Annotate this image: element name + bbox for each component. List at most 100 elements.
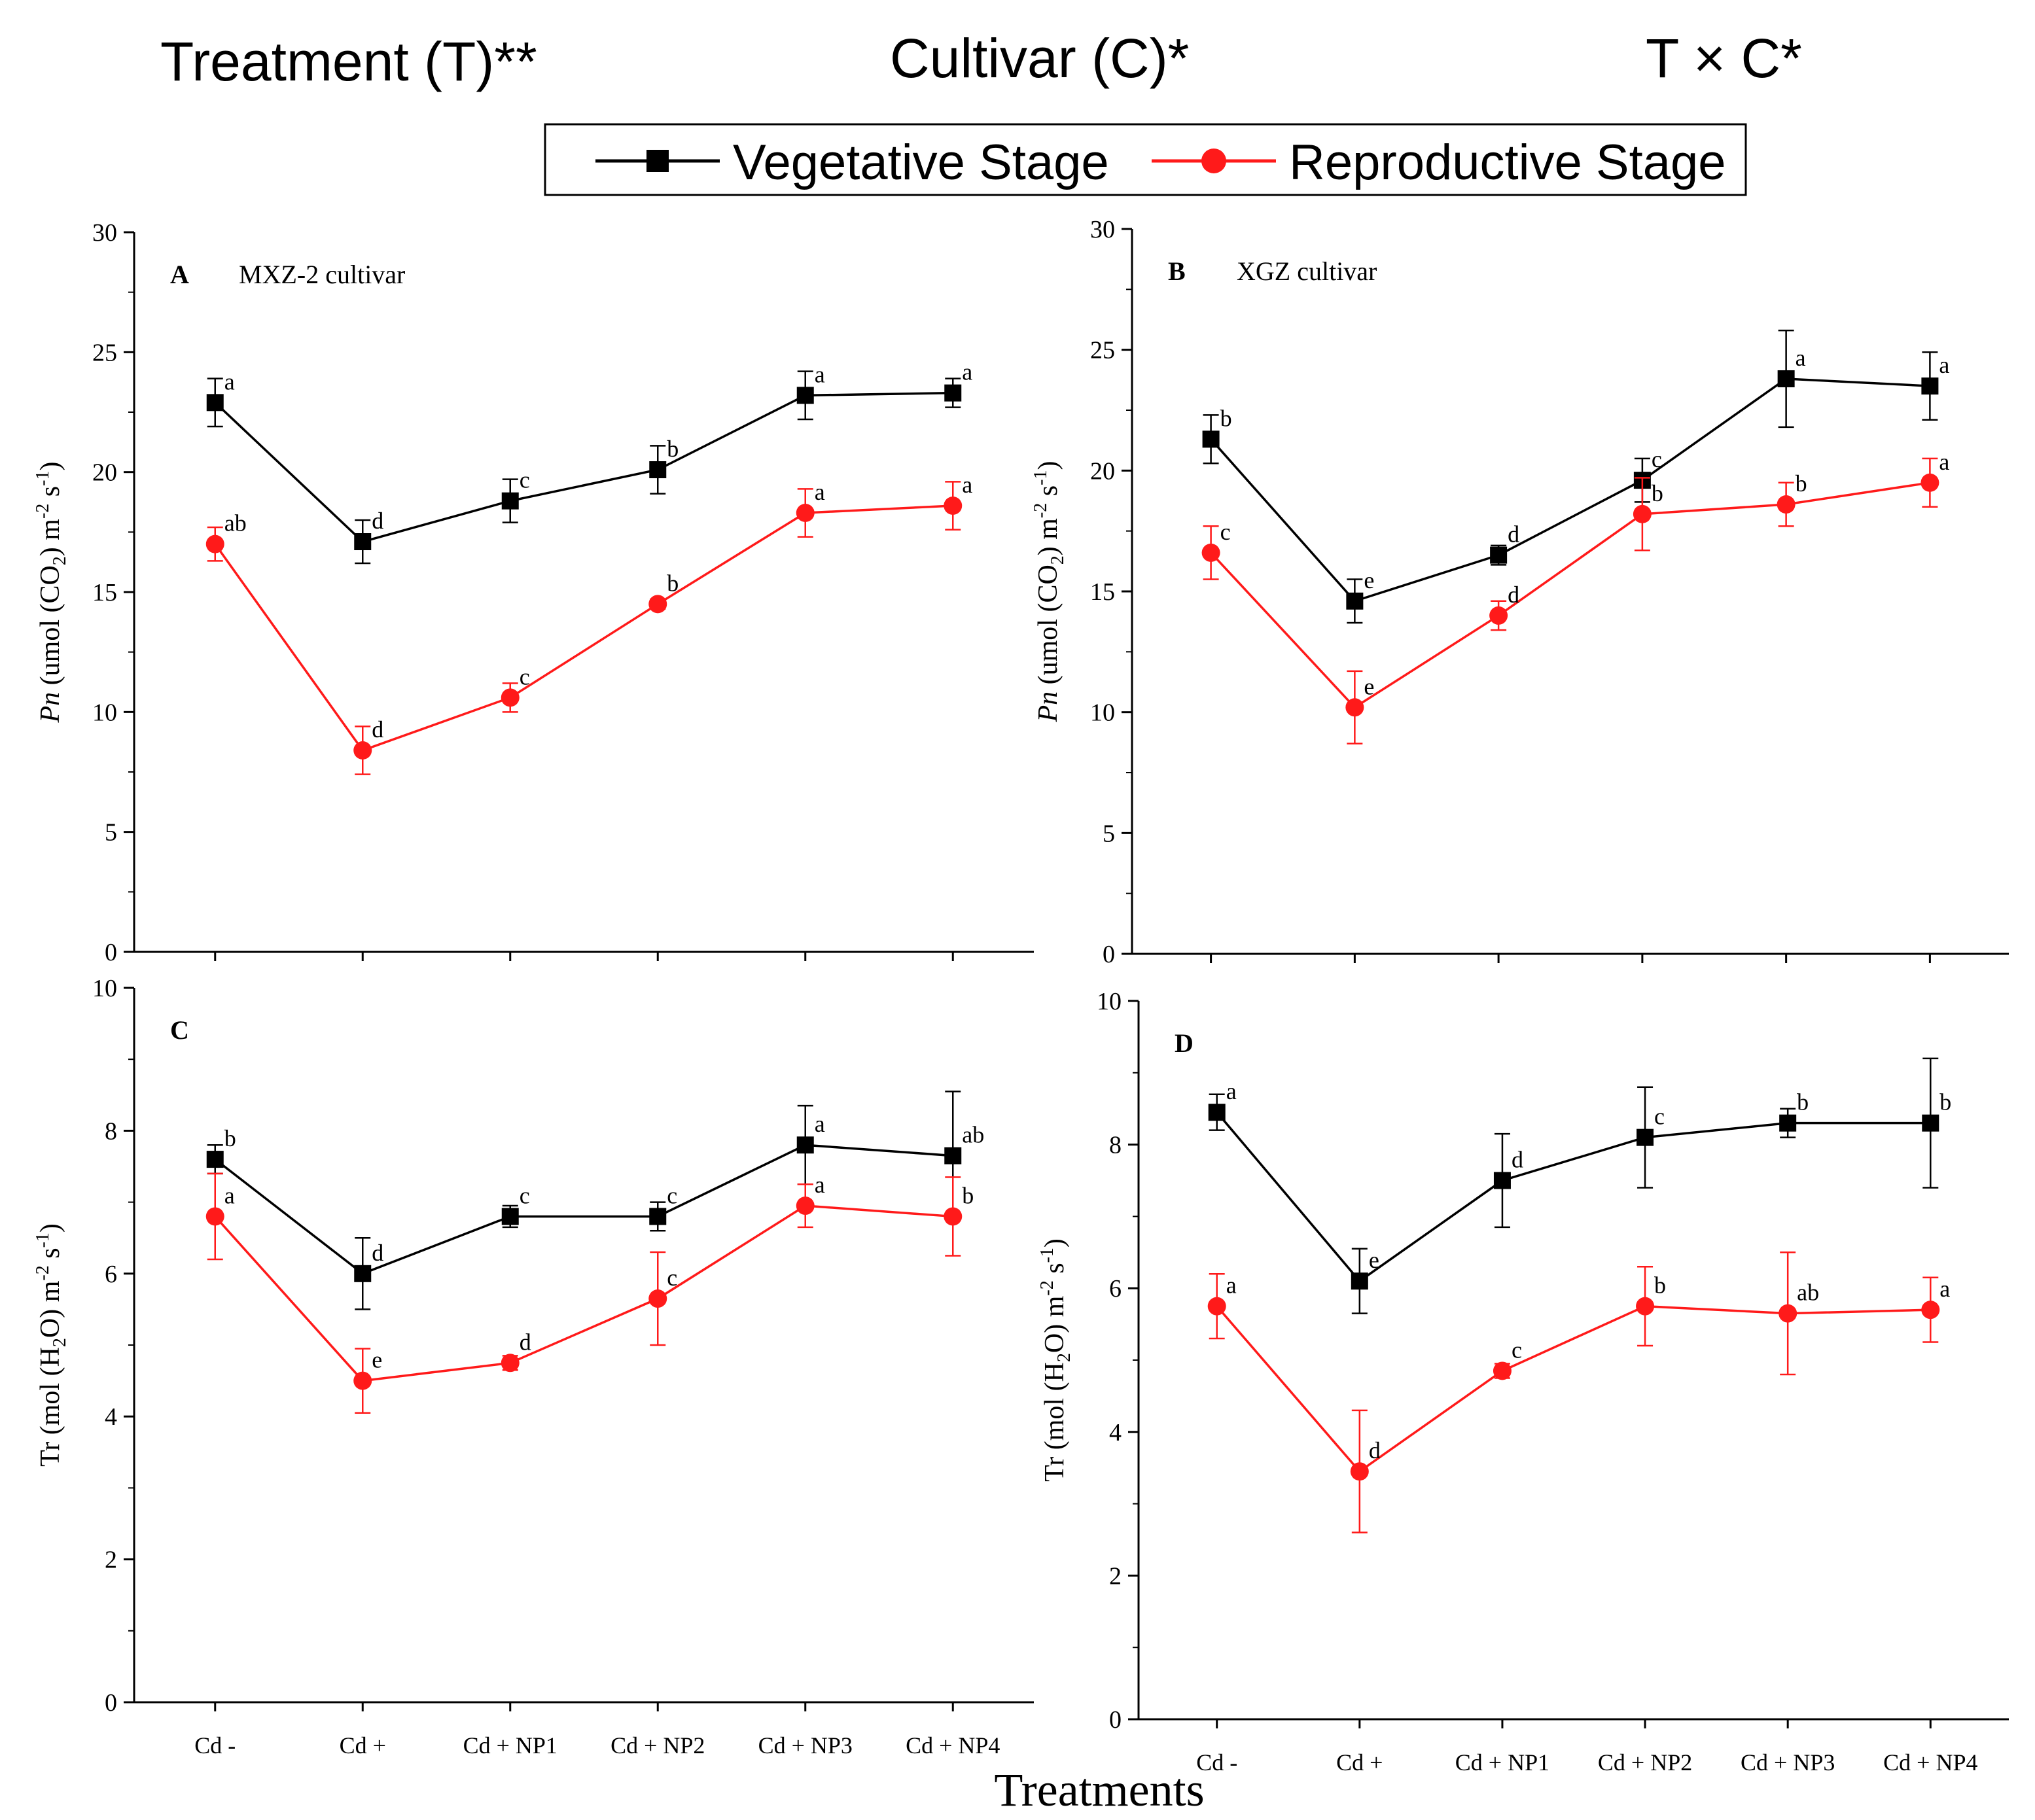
y-axis-title-text: O) m [35, 1280, 65, 1338]
significance-letter: a [224, 1182, 235, 1208]
treatment-effect-label: Treatment (T)** [160, 31, 537, 92]
panel-title: MXZ-2 cultivar [239, 260, 405, 289]
significance-letter: ab [1797, 1280, 1819, 1306]
vegetative-point [1921, 377, 1939, 395]
panel-title: XGZ cultivar [1237, 256, 1377, 286]
reproductive-point [648, 595, 667, 614]
panel-label: A [170, 260, 189, 289]
y-tick-label: 20 [1090, 457, 1115, 485]
y-axis-title-text: s [1033, 485, 1063, 503]
y-axis-title-subscript: 2 [50, 1338, 70, 1347]
reproductive-point [1777, 495, 1796, 514]
reproductive-point [1489, 606, 1508, 625]
reproductive-point [353, 1371, 372, 1390]
y-tick-label: 0 [1103, 941, 1115, 968]
reproductive-point [944, 497, 963, 515]
panel-a: 0 5 10 15 20 25 30 A MXZ-2 cultivar Pn (umol (CO2… [33, 219, 1034, 966]
vegetative-point [1637, 1129, 1654, 1146]
x-tick-label: Cd + NP2 [1598, 1749, 1692, 1776]
x-tick-label: Cd + [1336, 1749, 1383, 1776]
significance-letter: d [372, 1240, 383, 1266]
x-tick-label: Cd + NP1 [463, 1732, 557, 1759]
reproductive-point [796, 504, 815, 522]
significance-letter: a [1226, 1272, 1237, 1299]
panel-b: 0 5 10 15 20 25 30 B XGZ cultivar Pn (umol (CO2) … [1031, 216, 2009, 968]
significance-letter: d [372, 508, 383, 534]
panel-d: 0 2 4 6 8 10 Cd - Cd + Cd + NP1 Cd + NP2 Cd + NP3 C… [1037, 988, 2009, 1776]
y-tick-label: 10 [1097, 988, 1122, 1015]
reproductive-point [1345, 698, 1364, 717]
y-axis-title-superscript: -2 [33, 504, 53, 519]
y-tick-label: 6 [105, 1261, 117, 1288]
x-tick-label: Cd + [340, 1732, 386, 1759]
reproductive-point [1921, 1301, 1940, 1320]
y-tick-label: 0 [105, 1689, 117, 1717]
y-tick-label: 15 [1090, 578, 1115, 606]
legend-vegetative-label: Vegetative Stage [733, 135, 1109, 190]
y-axis-title-text: Tr (mol (H [1040, 1362, 1070, 1482]
vegetative-point [1346, 592, 1364, 610]
y-tick-label: 10 [92, 699, 117, 726]
significance-letter: d [1508, 582, 1519, 608]
y-tick-label: 20 [92, 459, 117, 487]
vegetative-point [1779, 1114, 1797, 1132]
significance-letter: ab [962, 1122, 984, 1148]
y-axis-title-superscript: -2 [1037, 1280, 1057, 1295]
reproductive-point [205, 1207, 224, 1226]
y-axis-title-text: s [1040, 1263, 1070, 1280]
vegetative-point [354, 533, 372, 550]
y-axis-title-superscript: -2 [33, 1265, 53, 1280]
significance-letter: a [1226, 1078, 1237, 1104]
significance-letter: d [1369, 1437, 1381, 1463]
y-tick-label: 8 [1109, 1132, 1122, 1159]
significance-letter: b [667, 436, 679, 462]
y-tick-label: 30 [1090, 216, 1115, 243]
vegetative-point [1202, 430, 1220, 448]
significance-letter: d [372, 716, 383, 743]
vegetative-point [1351, 1272, 1368, 1290]
significance-letter: d [520, 1329, 531, 1355]
y-axis-title-superscript: -1 [33, 471, 53, 486]
x-tick-label: Cd + NP3 [1741, 1749, 1835, 1776]
y-axis-title-subscript: 2 [50, 556, 70, 565]
significance-letter: c [520, 663, 530, 690]
reproductive-point [501, 1354, 520, 1373]
y-axis-title-superscript: -1 [1031, 470, 1051, 485]
significance-letter: a [815, 1172, 825, 1198]
vegetative-point [1777, 370, 1795, 387]
legend-reproductive-label: Reproductive Stage [1289, 135, 1726, 190]
panel-c: 0 2 4 6 8 10 Cd - Cd + Cd + NP1 Cd + NP2 Cd + NP3 C… [33, 975, 1034, 1759]
y-axis-title: Tr (mol (H2O) m-2 s-1) [1037, 1238, 1074, 1482]
vegetative-point [206, 394, 224, 411]
y-tick-label: 15 [92, 579, 117, 606]
legend: Vegetative Stage Reproductive Stage [544, 123, 1747, 196]
y-axis-title-superscript: -1 [33, 1233, 53, 1248]
vegetative-point [501, 1208, 519, 1225]
significance-letter: b [962, 1182, 974, 1208]
y-tick-label: 4 [105, 1403, 117, 1431]
significance-letter: a [815, 1111, 825, 1137]
y-tick-label: 2 [1109, 1562, 1122, 1590]
vegetative-point [1493, 1172, 1511, 1189]
y-tick-label: 25 [1090, 337, 1115, 364]
x-tick-label: Cd + NP2 [610, 1732, 705, 1759]
significance-letter: c [520, 467, 530, 493]
vegetative-point [796, 1136, 814, 1154]
reproductive-point [1493, 1361, 1512, 1380]
vegetative-series-line [1216, 1111, 1931, 1283]
vegetative-point [944, 1147, 962, 1164]
vegetative-point [206, 1151, 224, 1168]
y-tick-label: 0 [1109, 1706, 1122, 1734]
y-axis-title-superscript: -1 [1037, 1248, 1057, 1263]
y-axis-title-subscript: 2 [1054, 1353, 1074, 1362]
y-axis-title-text: ) [35, 1223, 65, 1233]
vegetative-series-line [214, 1144, 953, 1275]
y-axis-title-text: (umol (CO [35, 565, 65, 692]
reproductive-series-line [1210, 481, 1930, 709]
significance-letter: b [667, 570, 679, 596]
reproductive-point [353, 741, 372, 760]
y-tick-label: 5 [1103, 820, 1115, 847]
significance-letter: b [1652, 480, 1663, 506]
y-axis-title-text: ) [1033, 461, 1063, 470]
significance-letter: e [1369, 1247, 1379, 1273]
